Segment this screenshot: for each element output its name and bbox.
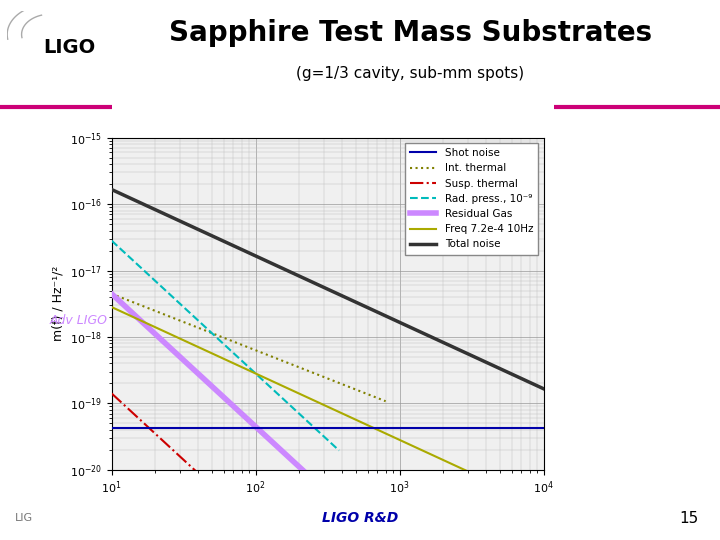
Text: Sapphire Test Mass Substrates: Sapphire Test Mass Substrates [168,19,652,48]
Text: LIGO: LIGO [43,38,96,57]
Text: (g=1/3 cavity, sub-mm spots): (g=1/3 cavity, sub-mm spots) [297,66,524,82]
Y-axis label: m(f) / Hz⁻¹/²: m(f) / Hz⁻¹/² [51,266,64,341]
Text: LIG: LIG [14,514,32,523]
Text: LIGO R&D: LIGO R&D [322,511,398,525]
Text: Adv LIGO: Adv LIGO [50,314,108,327]
Legend: Shot noise, Int. thermal, Susp. thermal, Rad. press., 10⁻⁹, Residual Gas, Freq 7: Shot noise, Int. thermal, Susp. thermal,… [405,143,539,254]
Text: 15: 15 [679,511,698,526]
